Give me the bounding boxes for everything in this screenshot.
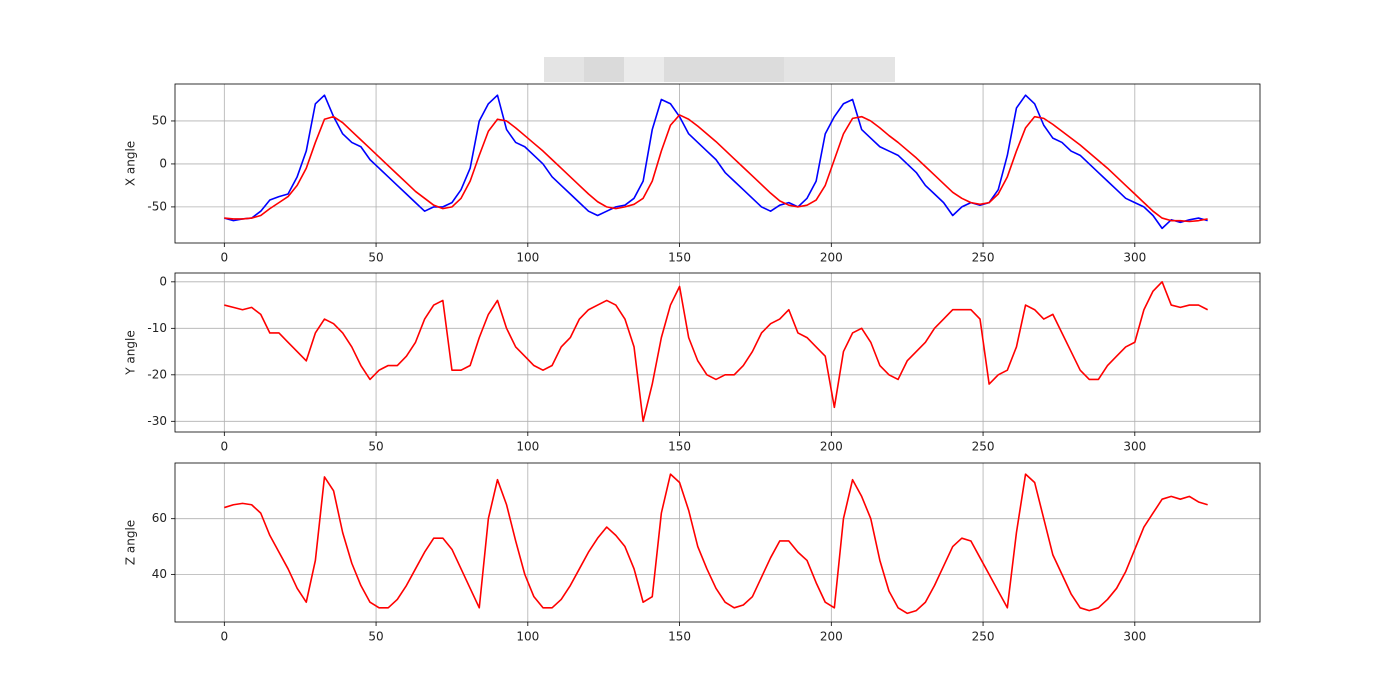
y-tick-label: 0 bbox=[159, 274, 167, 288]
y-tick-label: 40 bbox=[152, 567, 167, 581]
y-axis-label: X angle bbox=[124, 141, 138, 186]
x-tick-label: 200 bbox=[820, 251, 843, 265]
y-tick-label: -50 bbox=[147, 199, 167, 213]
blurred-title bbox=[544, 57, 895, 82]
x-tick-label: 100 bbox=[516, 251, 539, 265]
x-tick-label: 150 bbox=[668, 251, 691, 265]
line bbox=[224, 114, 1208, 223]
x-tick-label: 250 bbox=[972, 251, 995, 265]
axes-frame bbox=[174, 83, 1261, 244]
x-tick-label: 50 bbox=[368, 440, 383, 454]
x-tick-label: 300 bbox=[1123, 630, 1146, 644]
x-tick-label: 200 bbox=[820, 630, 843, 644]
x-tick-label: 150 bbox=[668, 440, 691, 454]
x-tick-label: 0 bbox=[220, 251, 228, 265]
y-tick-label: 0 bbox=[159, 156, 167, 170]
y-tick-label: 60 bbox=[152, 511, 167, 525]
x-tick-label: 0 bbox=[220, 630, 228, 644]
y-axis-label: Y angle bbox=[124, 330, 138, 375]
line bbox=[224, 281, 1209, 423]
x-tick-label: 200 bbox=[820, 440, 843, 454]
x-tick-label: 250 bbox=[972, 440, 995, 454]
x-tick-label: 50 bbox=[368, 630, 383, 644]
line bbox=[224, 94, 1208, 230]
x-tick-label: 100 bbox=[516, 630, 539, 644]
x-tick-label: 0 bbox=[220, 440, 228, 454]
y-tick-label: 50 bbox=[152, 113, 167, 127]
line bbox=[224, 473, 1208, 615]
y-tick-label: -20 bbox=[147, 367, 167, 381]
x-tick-label: 300 bbox=[1123, 251, 1146, 265]
x-tick-label: 300 bbox=[1123, 440, 1146, 454]
axes-frame bbox=[174, 462, 1261, 623]
y-axis-label: Z angle bbox=[124, 520, 138, 565]
x-tick-label: 250 bbox=[972, 630, 995, 644]
axes-frame bbox=[174, 272, 1261, 433]
x-tick-label: 150 bbox=[668, 630, 691, 644]
x-tick-label: 50 bbox=[368, 251, 383, 265]
y-tick-label: -10 bbox=[147, 321, 167, 335]
x-tick-label: 100 bbox=[516, 440, 539, 454]
y-tick-label: -30 bbox=[147, 414, 167, 428]
